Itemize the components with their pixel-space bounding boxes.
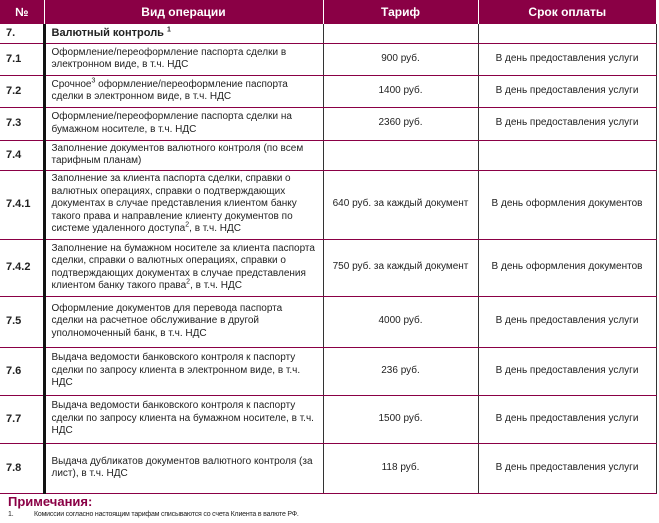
operation-text: Оформление документов для перевода паспо… (51, 302, 283, 339)
payment-term-cell: В день предоставления услуги (478, 443, 657, 494)
operation-text: Срочное (51, 78, 92, 90)
operation-text: Выдача дубликатов документов валютного к… (51, 455, 313, 480)
table-row: 7.3 Оформление/переоформление паспорта сд… (0, 107, 657, 141)
notes: Примечания: 1. Комиссии согласно настоящи… (8, 494, 299, 518)
operation-cell: Заполнение за клиента паспорта сделки, с… (44, 170, 324, 240)
tariff-cell: 2360 руб. (323, 107, 479, 141)
operation-cell: Выдача ведомости банковского контроля к … (44, 395, 324, 444)
operation-cell: Заполнение документов валютного контроля… (44, 140, 324, 171)
payment-term-cell: В день предоставления услуги (478, 347, 657, 396)
operation-text-tail: , в т.ч. НДС (190, 280, 242, 291)
operation-cell: Оформление документов для перевода паспо… (44, 296, 324, 348)
row-number: 7.6 (0, 347, 46, 396)
row-number: 7.7 (0, 395, 46, 444)
payment-term-cell: В день предоставления услуги (478, 395, 657, 444)
operation-text: Заполнение документов валютного контроля… (51, 142, 304, 167)
tariff-cell: 4000 руб. (323, 296, 479, 348)
header-tariff: Тариф (323, 0, 479, 24)
operation-text: Оформление/переоформление паспорта сделк… (51, 46, 287, 71)
payment-term-cell: В день предоставления услуги (478, 43, 657, 76)
header-number: № (0, 0, 45, 24)
table-row: 7.4 Заполнение документов валютного контр… (0, 140, 657, 171)
row-number: 7.4.1 (0, 170, 46, 240)
empty-cell (323, 24, 479, 44)
tariff-cell: 750 руб. за каждый документ (323, 239, 479, 297)
footnote-ref: 3 (91, 77, 96, 85)
section-number: 7. (0, 24, 46, 44)
operation-cell: Срочное3 оформление/переоформление паспо… (44, 75, 324, 108)
operation-text: Оформление/переоформление паспорта сделк… (51, 111, 292, 135)
table-row: 7.5 Оформление документов для перевода па… (0, 296, 657, 348)
payment-term-cell: В день предоставления услуги (478, 296, 657, 348)
tariff-cell: 118 руб. (323, 443, 479, 494)
section-title-text: Валютный контроль (51, 27, 164, 39)
header-operation: Вид операции (44, 0, 324, 24)
table-row: 7.7 Выдача ведомости банковского контроля… (0, 395, 657, 444)
table-row: 7.1 Оформление/переоформление паспорта сд… (0, 43, 657, 76)
operation-text-tail: , в т.ч. НДС (189, 223, 242, 235)
footnote-ref: 2 (185, 221, 190, 229)
tariff-table: № Вид операции Тариф Срок оплаты 7. Валю… (0, 0, 657, 494)
tariff-cell: 640 руб. за каждый документ (323, 170, 479, 240)
table-row: 7.8 Выдача дубликатов документов валютног… (0, 443, 657, 494)
operation-cell: Оформление/переоформление паспорта сделк… (44, 43, 324, 76)
footnote-ref: 2 (186, 278, 191, 286)
operation-text: Заполнение за клиента паспорта сделки, с… (51, 173, 297, 235)
operation-cell: Оформление/переоформление паспорта сделк… (44, 107, 324, 141)
footnote-ref: 1 (167, 26, 171, 34)
table-header-row: № Вид операции Тариф Срок оплаты (0, 0, 656, 24)
section-title: Валютный контроль 1 (44, 24, 324, 44)
operation-text: Заполнение на бумажном носителе за клиен… (51, 242, 315, 292)
note-number: 1. (8, 511, 14, 518)
operation-text-tail: оформление/переоформление паспорта сделк… (51, 78, 288, 103)
tariff-cell: 236 руб. (323, 347, 479, 396)
section-row: 7. Валютный контроль 1 (0, 24, 657, 44)
tariff-cell: 1400 руб. (323, 75, 479, 108)
operation-text: Выдача ведомости банковского контроля к … (51, 352, 301, 389)
payment-term-cell: В день оформления документов (478, 170, 657, 240)
empty-cell (478, 24, 657, 44)
operation-cell: Выдача дубликатов документов валютного к… (44, 443, 324, 494)
table-row: 7.2 Срочное3 оформление/переоформление па… (0, 75, 657, 108)
operation-cell: Заполнение на бумажном носителе за клиен… (44, 239, 324, 297)
notes-title: Примечания: (8, 494, 93, 509)
row-number: 7.1 (0, 43, 46, 76)
row-number: 7.3 (0, 107, 46, 141)
operation-cell: Выдача ведомости банковского контроля к … (44, 347, 324, 396)
row-number: 7.8 (0, 443, 46, 494)
table-row: 7.6 Выдача ведомости банковского контроля… (0, 347, 657, 396)
header-payment-term: Срок оплаты (478, 0, 656, 24)
tariff-cell: 900 руб. (323, 43, 479, 76)
operation-text: Выдача ведомости банковского контроля к … (51, 400, 314, 437)
row-number: 7.4 (0, 140, 46, 171)
payment-term-cell (478, 140, 657, 171)
row-number: 7.4.2 (0, 239, 46, 297)
table-row: 7.4.2 Заполнение на бумажном носителе за … (0, 239, 657, 297)
tariff-cell (323, 140, 479, 171)
payment-term-cell: В день предоставления услуги (478, 107, 657, 141)
row-number: 7.2 (0, 75, 46, 108)
payment-term-cell: В день оформления документов (478, 239, 657, 297)
row-number: 7.5 (0, 296, 46, 348)
note-text: Комиссии согласно настоящим тарифам спис… (34, 511, 299, 518)
note-item: 1. Комиссии согласно настоящим тарифам сп… (8, 511, 299, 518)
payment-term-cell: В день предоставления услуги (478, 75, 657, 108)
table-row: 7.4.1 Заполнение за клиента паспорта сдел… (0, 170, 657, 240)
tariff-cell: 1500 руб. (323, 395, 479, 444)
